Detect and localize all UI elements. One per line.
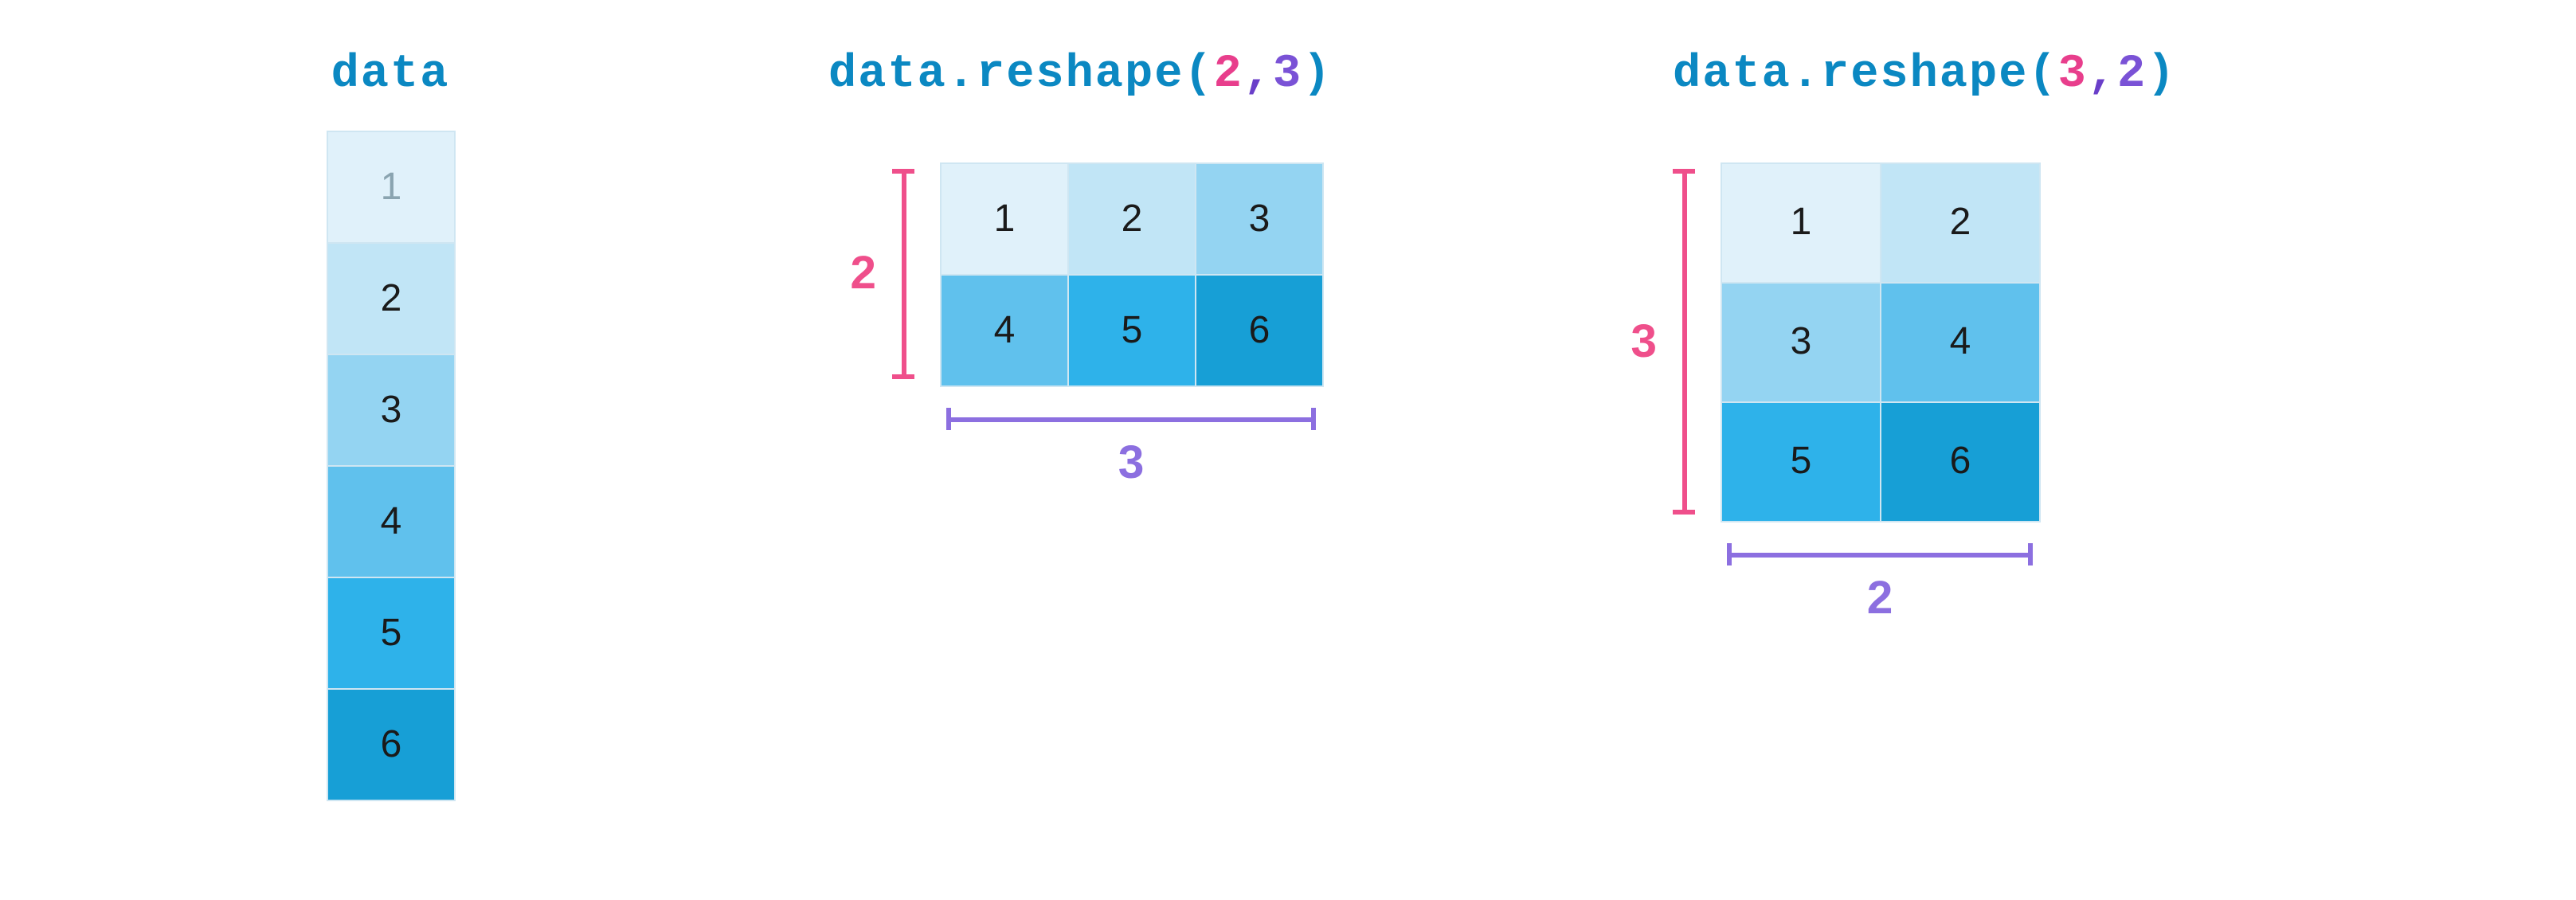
- title-part: ): [2147, 48, 2176, 100]
- array-cell: 4: [1881, 284, 2041, 403]
- cols-bracket-label: 2: [1867, 565, 1893, 626]
- rows-bracket-label: 3: [1631, 315, 1673, 369]
- array-cell: 3: [328, 355, 456, 467]
- title-part: 3: [2058, 48, 2088, 100]
- title-part: ): [1302, 48, 1332, 100]
- array-cell: 4: [942, 276, 1069, 387]
- panel-data: data 123456: [327, 48, 456, 801]
- array-cell: 3: [1196, 164, 1324, 276]
- array-cell: 2: [328, 244, 456, 355]
- cols-bracket-label: 3: [1118, 430, 1145, 491]
- array-cell: 1: [1722, 164, 1881, 284]
- title-part: 3: [1273, 48, 1302, 100]
- array-cell: 2: [1881, 164, 2041, 284]
- rows-bracket: 3: [1673, 169, 1695, 515]
- title-part: ,: [1243, 48, 1273, 100]
- panel-reshape-2x3: data.reshape(2,3)12345623: [940, 48, 1324, 387]
- title-part: data.reshape(: [828, 48, 1214, 100]
- panel-title: data.reshape(2,3): [828, 48, 1211, 102]
- array-grid: 123 456: [940, 162, 1324, 387]
- array-cell: 2: [1069, 164, 1196, 276]
- panel-title: data.reshape(3,2): [1673, 48, 1991, 102]
- rows-bracket-label: 2: [850, 247, 892, 301]
- array-cell: 6: [1196, 276, 1324, 387]
- title-part: data: [331, 48, 450, 100]
- title-part: data.reshape(: [1673, 48, 2058, 100]
- array-cell: 5: [328, 578, 456, 690]
- panel-title: data: [327, 48, 454, 102]
- array-cell: 6: [328, 690, 456, 801]
- cols-bracket: 2: [1727, 543, 2033, 565]
- array-cell: 5: [1069, 276, 1196, 387]
- cols-bracket: 3: [946, 408, 1316, 430]
- array-cell: 3: [1722, 284, 1881, 403]
- title-part: ,: [2088, 48, 2117, 100]
- title-part: 2: [1214, 48, 1243, 100]
- title-part: 2: [2117, 48, 2147, 100]
- array-cell: 1: [328, 132, 456, 244]
- rows-bracket: 2: [892, 169, 914, 379]
- array-cell: 5: [1722, 403, 1881, 522]
- array-cell: 4: [328, 467, 456, 578]
- array-grid: 123456: [327, 131, 456, 801]
- array-cell: 6: [1881, 403, 2041, 522]
- array-cell: 1: [942, 164, 1069, 276]
- panel-reshape-3x2: data.reshape(3,2)12345632: [1721, 48, 2041, 522]
- array-grid: 123456: [1721, 162, 2041, 522]
- reshape-diagram: data123456data.reshape(2,3)12345623data.…: [0, 0, 2576, 900]
